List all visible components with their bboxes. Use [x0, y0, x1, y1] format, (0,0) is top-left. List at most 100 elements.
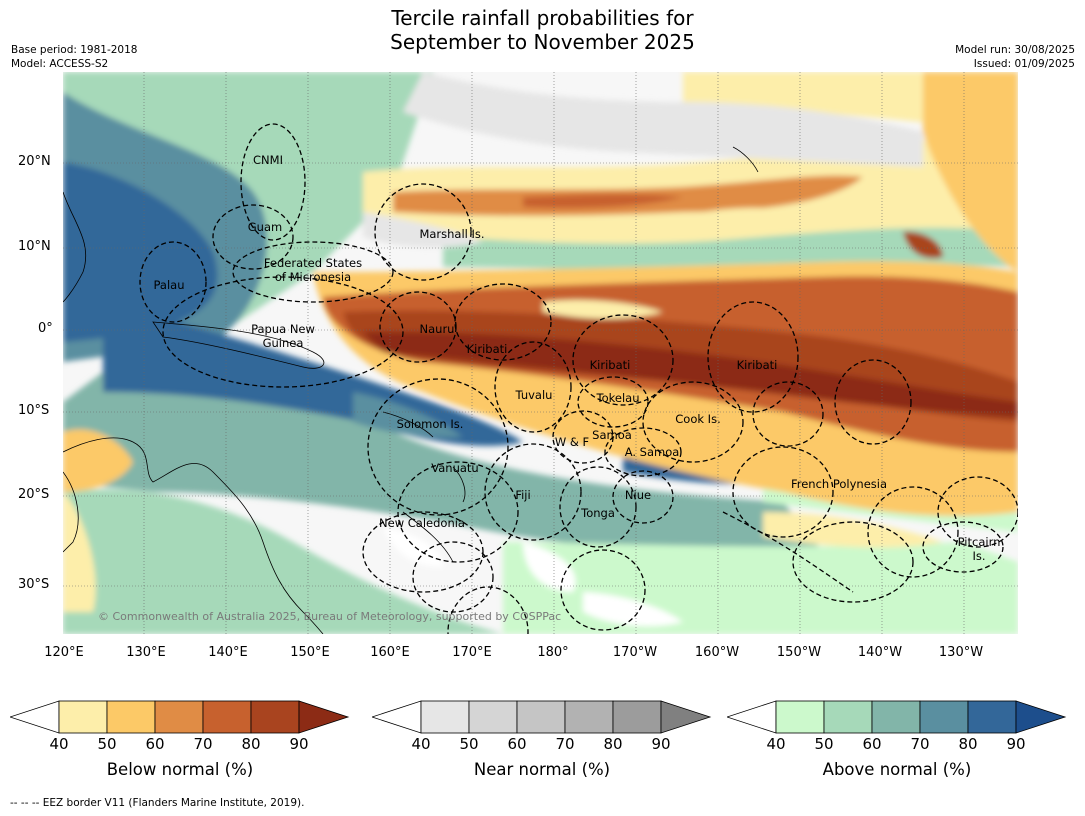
lon-label-160w: 160°W: [694, 645, 740, 660]
place-niue: Niue: [624, 488, 652, 502]
copyright-notice: © Commonwealth of Australia 2025, Bureau…: [98, 610, 562, 623]
title-line-1: Tercile rainfall probabilities for: [391, 6, 694, 30]
legend-above-normal: 40 50 60 70 80 90 Above normal (%): [727, 700, 1067, 790]
place-tuvalu: Tuvalu: [515, 388, 553, 402]
colorbar-segment-above-5: [967, 700, 1017, 734]
eez-footnote: -- -- -- EEZ border V11 (Flanders Marine…: [10, 797, 305, 809]
place-kiribati-west: Kiribati: [466, 342, 508, 356]
colorbar-near-normal: [372, 700, 712, 734]
model-run: Model run: 30/08/2025: [955, 44, 1075, 56]
colorbar-segment-near-1: [420, 700, 470, 734]
legend-above-title: Above normal (%): [822, 760, 972, 779]
lon-label-140w: 140°W: [857, 645, 903, 660]
colorbar-segment-below-over: [298, 700, 350, 734]
place-tonga: Tonga: [581, 506, 615, 520]
legend-near-tick-70: 70: [555, 735, 575, 753]
probability-field: [63, 72, 1018, 634]
place-palau: Palau: [153, 278, 185, 292]
lon-label-120e: 120°E: [44, 645, 84, 660]
colorbar-segment-near-3: [516, 700, 566, 734]
colorbar-segment-above-under: [727, 700, 777, 734]
lat-label-30s: 30°S: [18, 577, 50, 592]
legend-near-tick-50: 50: [459, 735, 479, 753]
colorbar-segment-above-3: [871, 700, 921, 734]
lon-label-140e: 140°E: [208, 645, 248, 660]
legend-below-tick-80: 80: [241, 735, 261, 753]
legend-below-tick-60: 60: [145, 735, 165, 753]
legend-near-title: Near normal (%): [473, 760, 611, 779]
legend-near-tick-40: 40: [411, 735, 431, 753]
place-solomon-is: Solomon Is.: [396, 417, 464, 431]
lat-label-10n: 10°N: [18, 239, 51, 254]
base-period: Base period: 1981-2018: [11, 44, 138, 56]
legend-above-tick-80: 80: [958, 735, 978, 753]
colorbar-segment-above-2: [823, 700, 873, 734]
place-american-samoa: A. Samoa: [624, 445, 680, 459]
place-kiribati-east: Kiribati: [736, 358, 778, 372]
legend-near-tick-80: 80: [603, 735, 623, 753]
colorbar-segment-above-1: [775, 700, 825, 734]
place-cnmi: CNMI: [253, 153, 283, 167]
place-fsm-line2: of Micronesia: [274, 270, 352, 284]
lon-label-130e: 130°E: [126, 645, 166, 660]
colorbar-segment-near-2: [468, 700, 518, 734]
rainfall-probability-map: [63, 72, 1018, 634]
legend-near-tick-90: 90: [651, 735, 671, 753]
colorbar-segment-below-4: [202, 700, 252, 734]
eez-borders: [139, 123, 1018, 634]
place-pitcairn-line1: Pitcairn: [957, 535, 1001, 549]
lat-label-10s: 10°S: [18, 403, 50, 418]
lat-label-20n: 20°N: [18, 154, 51, 169]
meta-left: Base period: 1981-2018 Model: ACCESS-S2: [11, 43, 137, 71]
issued-date: Issued: 01/09/2025: [973, 58, 1075, 70]
legend-below-title: Below normal (%): [106, 760, 254, 779]
title-line-2: September to November 2025: [390, 30, 695, 54]
lon-label-170w: 170°W: [612, 645, 658, 660]
colorbar-below-normal: [10, 700, 350, 734]
place-nauru: Nauru: [419, 322, 455, 336]
legend-below-tick-70: 70: [193, 735, 213, 753]
colorbar-above-normal: [727, 700, 1067, 734]
place-cook-is: Cook Is.: [675, 412, 721, 426]
legend-above-tick-70: 70: [910, 735, 930, 753]
meta-right: Model run: 30/08/2025 Issued: 01/09/2025: [955, 43, 1075, 71]
colorbar-segment-below-under: [10, 700, 60, 734]
legend-above-tick-90: 90: [1006, 735, 1026, 753]
legend-below-tick-50: 50: [97, 735, 117, 753]
legend-near-normal: 40 50 60 70 80 90 Near normal (%): [372, 700, 712, 790]
colorbar-segment-below-3: [154, 700, 204, 734]
place-png-line2: Guinea: [262, 336, 304, 350]
colorbar-segment-below-5: [250, 700, 300, 734]
place-guam: Guam: [247, 220, 283, 234]
lat-label-0: 0°: [38, 321, 53, 336]
legend-above-tick-50: 50: [814, 735, 834, 753]
legend-below-tick-40: 40: [49, 735, 69, 753]
colorbar-segment-above-4: [919, 700, 969, 734]
lon-label-160e: 160°E: [370, 645, 410, 660]
place-marshall-is: Marshall Is.: [419, 227, 485, 241]
colorbar-segment-above-over: [1015, 700, 1067, 734]
place-new-caledonia: New Caledonia: [379, 516, 465, 530]
legend-below-normal: 40 50 60 70 80 90 Below normal (%): [10, 700, 350, 790]
legend-above-tick-60: 60: [862, 735, 882, 753]
place-samoa: Samoa: [592, 428, 632, 442]
place-wallis-futuna: W & F: [554, 435, 590, 449]
colorbar-segment-near-5: [612, 700, 662, 734]
place-vanuatu: Vanuatu: [431, 461, 479, 475]
lon-label-170e: 170°E: [452, 645, 492, 660]
colorbar-segment-near-4: [564, 700, 614, 734]
place-french-polynesia: French Polynesia: [790, 477, 888, 491]
lat-label-20s: 20°S: [18, 487, 50, 502]
place-png-line1: Papua New: [251, 322, 315, 336]
chart-title: Tercile rainfall probabilities for Septe…: [0, 6, 1085, 54]
colorbar-segment-below-1: [58, 700, 108, 734]
map-graphic: [63, 72, 1018, 634]
place-kiribati-central: Kiribati: [589, 358, 631, 372]
place-pitcairn-line2: Is.: [972, 549, 986, 563]
place-fsm-line1: Federated States: [263, 256, 363, 270]
model-name: Model: ACCESS-S2: [11, 58, 109, 70]
lon-label-150e: 150°E: [290, 645, 330, 660]
lon-label-150w: 150°W: [776, 645, 822, 660]
place-tokelau: Tokelau: [596, 391, 640, 405]
colorbar-segment-near-under: [372, 700, 422, 734]
